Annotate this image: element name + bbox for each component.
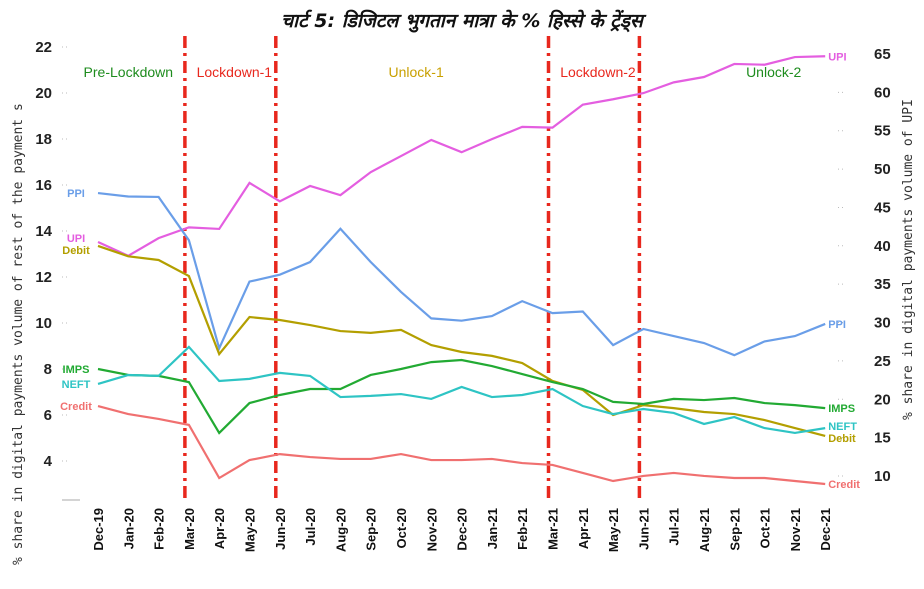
series-end-label: Credit xyxy=(828,479,860,491)
x-tick-label: Dec-19 xyxy=(91,508,106,551)
x-tick-label: Jun-20 xyxy=(273,508,288,550)
x-tick-label: Nov-20 xyxy=(424,508,439,551)
series-end-label: Debit xyxy=(828,433,856,445)
x-tick-label: Feb-20 xyxy=(152,508,167,550)
y-left-tick-label: 16 xyxy=(35,177,52,194)
y-left-tick-label: 4 xyxy=(44,453,53,470)
x-tick-label: Oct-20 xyxy=(394,508,409,548)
y-left-tick-label: 22 xyxy=(35,39,52,56)
x-tick-label: Mar-20 xyxy=(182,508,197,550)
y-right-tick-label: 40 xyxy=(874,238,891,255)
x-tick-label: Dec-20 xyxy=(455,508,470,551)
series-line-credit xyxy=(97,404,826,486)
x-tick-label: Nov-21 xyxy=(788,508,803,551)
x-tick-label: Aug-21 xyxy=(697,508,712,552)
y-right-tick-label: 65 xyxy=(874,46,891,63)
y-right-tick-label: 50 xyxy=(874,161,891,178)
y-right-tick-label: 60 xyxy=(874,84,891,101)
y-right-tick-label: 55 xyxy=(874,123,891,140)
y-left-tick-label: 6 xyxy=(44,407,52,424)
y-left-tick-label: 18 xyxy=(35,131,52,148)
y-left-tick-label: 14 xyxy=(35,223,52,240)
x-tick-label: Jan-21 xyxy=(485,508,500,549)
series-line-upi xyxy=(97,55,826,258)
series-end-label: PPI xyxy=(828,319,846,331)
phase-label: Pre-Lockdown xyxy=(84,64,174,80)
x-tick-label: Jul-21 xyxy=(667,508,682,546)
x-tick-label: Apr-21 xyxy=(576,508,591,549)
y-right-tick-label: 30 xyxy=(874,315,891,332)
x-tick-label: Sep-20 xyxy=(364,508,379,551)
y-left-tick-label: 12 xyxy=(35,269,52,286)
series-end-label: NEFT xyxy=(828,421,857,433)
x-tick-label: May-20 xyxy=(243,508,258,552)
series-start-label: PPI xyxy=(67,188,85,200)
x-tick-label: Aug-20 xyxy=(333,508,348,552)
y-right-tick-label: 25 xyxy=(874,353,891,370)
x-tick-label: Feb-21 xyxy=(515,508,530,550)
y-axis-right-label: % share in digital payments volume of UP… xyxy=(901,99,916,420)
phase-label: Unlock-2 xyxy=(746,64,801,80)
y-right-tick-label: 10 xyxy=(874,468,891,485)
x-tick-label: May-21 xyxy=(606,508,621,552)
y-left-tick-label: 8 xyxy=(44,361,52,378)
y-axis-left-label: % share in digital payments volume of re… xyxy=(11,103,26,565)
series-end-label: UPI xyxy=(828,51,846,63)
phase-label: Lockdown-2 xyxy=(560,64,636,80)
y-right-tick-label: 35 xyxy=(874,276,891,293)
series-line-neft xyxy=(97,345,826,435)
x-tick-label: Sep-21 xyxy=(727,508,742,551)
x-tick-label: Jun-21 xyxy=(636,508,651,550)
series-start-label: IMPS xyxy=(63,364,90,376)
x-tick-label: Apr-20 xyxy=(212,508,227,549)
series-start-label: NEFT xyxy=(62,379,91,391)
x-tick-label: Oct-21 xyxy=(758,508,773,548)
series-start-label: Debit xyxy=(62,245,90,257)
series-start-label: UPI xyxy=(67,233,85,245)
series-start-label: Credit xyxy=(60,401,92,413)
series-line-ppi xyxy=(97,191,826,357)
phase-label: Unlock-1 xyxy=(389,64,444,80)
y-right-tick-label: 45 xyxy=(874,199,891,216)
phase-label: Lockdown-1 xyxy=(197,64,273,80)
y-left-tick-label: 20 xyxy=(35,85,52,102)
series-line-debit xyxy=(97,244,826,437)
chart-title: चार्ट 5: डिजिटल भुगतान मात्रा के % हिस्स… xyxy=(281,9,647,33)
y-right-tick-label: 15 xyxy=(874,430,891,447)
x-tick-label: Jan-20 xyxy=(121,508,136,549)
y-left-tick-label: 10 xyxy=(35,315,52,332)
y-right-tick-label: 20 xyxy=(874,391,891,408)
x-tick-label: Dec-21 xyxy=(818,508,833,551)
series-line-imps xyxy=(97,358,826,435)
x-tick-label: Jul-20 xyxy=(303,508,318,546)
series-end-label: IMPS xyxy=(828,403,855,415)
x-tick-label: Mar-21 xyxy=(546,508,561,550)
